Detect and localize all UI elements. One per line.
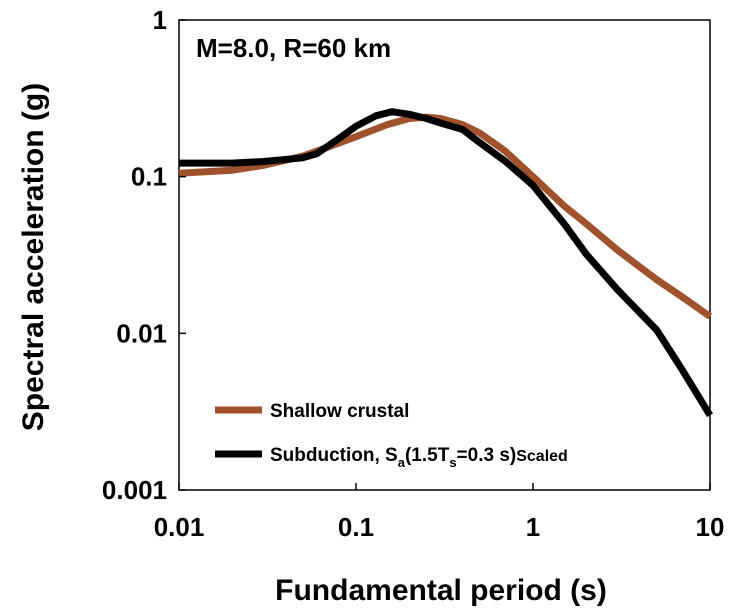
y-tick-label: 0.001 bbox=[102, 475, 167, 505]
axes-layer: 0.01 0.1 1 10 0.001 0.01 0.1 1 bbox=[102, 5, 725, 542]
plot-area bbox=[178, 19, 711, 491]
legend: Shallow crustal Subduction, Sa(1.5Ts=0.3… bbox=[215, 401, 568, 470]
y-tick-label: 0.1 bbox=[131, 162, 167, 192]
x-tick-label: 1 bbox=[526, 512, 540, 542]
chart-annotation: M=8.0, R=60 km bbox=[196, 33, 391, 63]
x-tick-label: 0.1 bbox=[338, 512, 374, 542]
plot-frame bbox=[178, 19, 711, 491]
series-line-subduction bbox=[179, 108, 713, 418]
x-axis-title: Fundamental period (s) bbox=[275, 574, 607, 607]
x-tick-label: 10 bbox=[696, 512, 725, 542]
series-layer bbox=[178, 108, 713, 418]
series-line-shallow-crustal bbox=[178, 113, 713, 320]
y-axis-title: Spectral acceleration (g) bbox=[17, 83, 50, 431]
y-tick-label: 0.01 bbox=[116, 318, 167, 348]
y-tick-label: 1 bbox=[153, 5, 167, 35]
legend-label-shallow-crustal: Shallow crustal bbox=[270, 401, 409, 422]
x-tick-label: 0.01 bbox=[154, 512, 205, 542]
legend-label-subduction: Subduction, Sa(1.5Ts=0.3 s)Scaled bbox=[270, 445, 568, 470]
